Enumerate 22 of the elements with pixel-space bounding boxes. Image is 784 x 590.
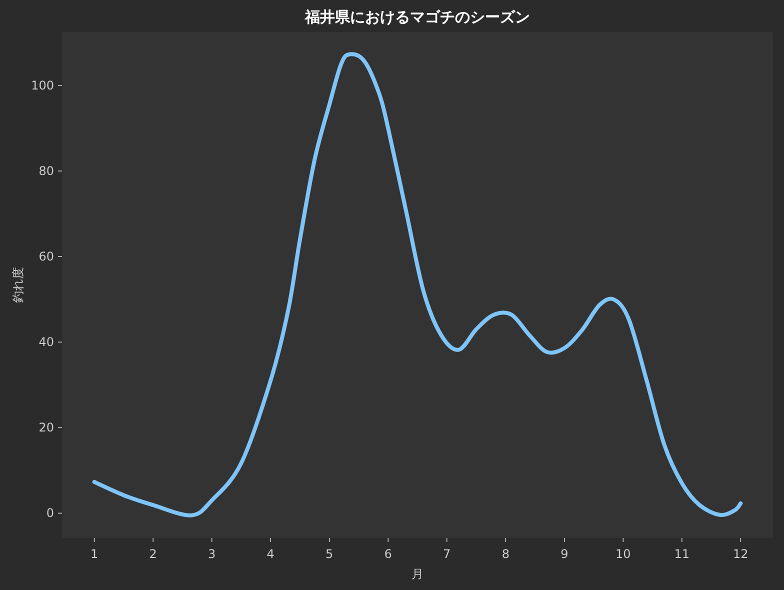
y-tick-label: 40 (38, 335, 54, 350)
x-tick-label: 9 (560, 547, 568, 561)
x-tick-label: 5 (326, 547, 334, 561)
x-tick-label: 12 (733, 547, 748, 561)
y-tick-label: 100 (31, 78, 54, 92)
x-tick-label: 11 (674, 547, 690, 561)
chart-title: 福井県におけるマゴチのシーズン (304, 8, 530, 26)
x-tick-label: 1 (90, 547, 98, 561)
x-tick-label: 3 (208, 547, 216, 561)
y-tick-label: 20 (38, 420, 54, 435)
x-tick-label: 2 (149, 547, 157, 561)
x-tick-label: 7 (443, 547, 451, 561)
x-tick-label: 6 (384, 547, 392, 561)
line-series (92, 52, 743, 518)
y-tick-label: 0 (46, 506, 54, 520)
y-axis-title: 釣れ度 (11, 267, 25, 303)
y-tick-label: 80 (38, 164, 54, 178)
y-tick-label: 60 (38, 250, 54, 264)
x-axis-title: 月 (412, 567, 424, 581)
x-tick-label: 8 (502, 547, 510, 561)
x-tick-label: 10 (616, 547, 631, 561)
x-tick-label: 4 (266, 547, 274, 561)
